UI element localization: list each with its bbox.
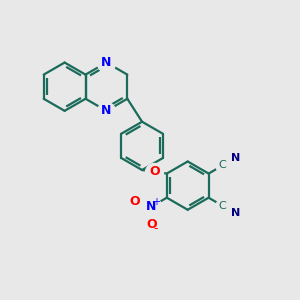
Text: +: + <box>152 196 160 206</box>
Text: N: N <box>101 104 112 117</box>
Text: N: N <box>146 200 157 213</box>
Text: C: C <box>219 160 226 170</box>
Text: C: C <box>219 201 226 211</box>
Text: O: O <box>149 165 160 178</box>
Text: O: O <box>146 218 157 231</box>
Text: N: N <box>101 56 112 69</box>
Text: N: N <box>231 208 241 218</box>
Text: -: - <box>154 222 158 235</box>
Text: O: O <box>129 195 140 208</box>
Text: N: N <box>231 153 241 163</box>
